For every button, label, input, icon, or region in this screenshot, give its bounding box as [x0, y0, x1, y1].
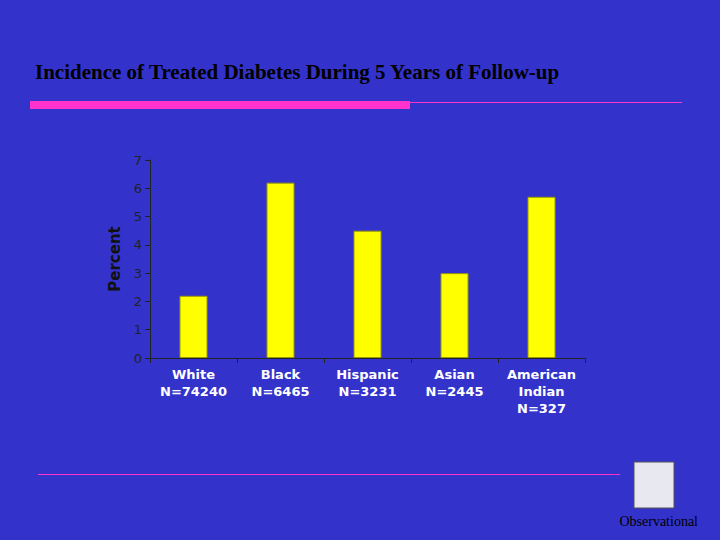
svg-text:Observational: Observational: [619, 514, 698, 529]
svg-text:Incidence of Treated Diabetes: Incidence of Treated Diabetes During 5 Y…: [35, 60, 559, 84]
svg-text:3: 3: [134, 266, 142, 281]
svg-text:Percent: Percent: [106, 226, 124, 291]
svg-text:N=327: N=327: [517, 401, 566, 416]
svg-text:6: 6: [134, 181, 142, 196]
svg-text:Asian: Asian: [434, 367, 474, 382]
svg-text:5: 5: [134, 209, 142, 224]
svg-text:N=6465: N=6465: [252, 384, 310, 399]
svg-text:0: 0: [134, 351, 142, 366]
svg-text:N=74240: N=74240: [160, 384, 227, 399]
svg-text:7: 7: [134, 153, 142, 168]
svg-text:Indian: Indian: [519, 384, 565, 399]
svg-text:N=2445: N=2445: [426, 384, 484, 399]
svg-text:Black: Black: [261, 367, 301, 382]
svg-text:2: 2: [134, 294, 142, 309]
svg-text:4: 4: [134, 237, 142, 252]
svg-text:American: American: [507, 367, 576, 382]
svg-text:Hispanic: Hispanic: [336, 367, 399, 382]
svg-text:N=3231: N=3231: [339, 384, 397, 399]
svg-text:White: White: [172, 367, 215, 382]
svg-text:1: 1: [134, 322, 142, 337]
